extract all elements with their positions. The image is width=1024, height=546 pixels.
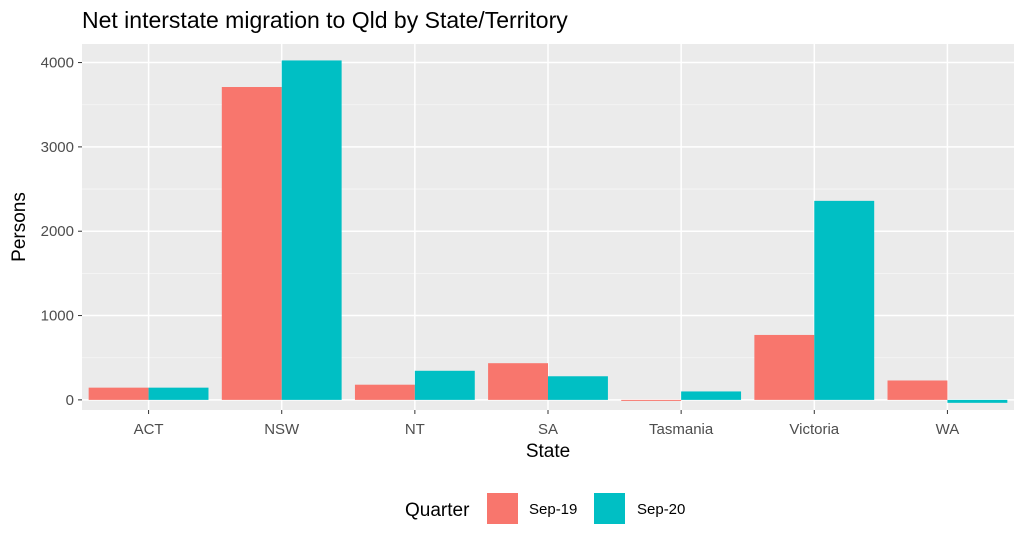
legend-label: Sep-20 [637, 501, 685, 518]
bar-sep-19-nsw [221, 87, 282, 400]
y-axis: 0 1000 2000 3000 4000 [41, 55, 82, 409]
x-tick-label: NT [405, 421, 425, 438]
y-axis-title: Persons [9, 192, 30, 262]
x-tick-label: Victoria [789, 421, 839, 438]
y-tick-label: 0 [66, 392, 74, 409]
legend-label: Sep-19 [529, 501, 577, 518]
bars [88, 60, 1008, 403]
bar-sep-20-act [148, 387, 209, 400]
bar-sep-20-sa [548, 376, 608, 400]
x-axis-title: State [526, 441, 570, 462]
bar-sep-20-tasmania [681, 391, 742, 400]
y-tick-label: 4000 [41, 55, 74, 72]
x-tick-label: SA [538, 421, 558, 438]
bar-sep-19-victoria [754, 334, 815, 400]
bar-sep-19-tasmania [621, 399, 682, 401]
bar-sep-20-wa [947, 399, 1008, 403]
bar-sep-19-nt [354, 384, 415, 400]
y-tick-label: 1000 [41, 308, 74, 325]
y-tick-label: 2000 [41, 223, 74, 240]
legend: Quarter Sep-19 Sep-20 [405, 493, 685, 524]
bar-sep-20-nt [414, 370, 475, 400]
bar-sep-19-sa [488, 363, 548, 400]
chart-title: Net interstate migration to Qld by State… [82, 7, 568, 33]
bar-sep-19-wa [887, 380, 948, 400]
legend-key-sep-20 [594, 493, 625, 524]
x-tick-label: WA [936, 421, 960, 438]
x-axis: ACT NSW NT SA Tasmania Victoria WA [134, 410, 960, 438]
x-tick-label: Tasmania [649, 421, 714, 438]
x-tick-label: NSW [264, 421, 300, 438]
bar-sep-20-victoria [814, 200, 875, 400]
y-tick-label: 3000 [41, 139, 74, 156]
legend-key-sep-19 [487, 493, 518, 524]
bar-sep-20-nsw [281, 60, 342, 400]
x-tick-label: ACT [134, 421, 164, 438]
bar-sep-19-act [88, 387, 149, 400]
legend-title: Quarter [405, 500, 470, 521]
